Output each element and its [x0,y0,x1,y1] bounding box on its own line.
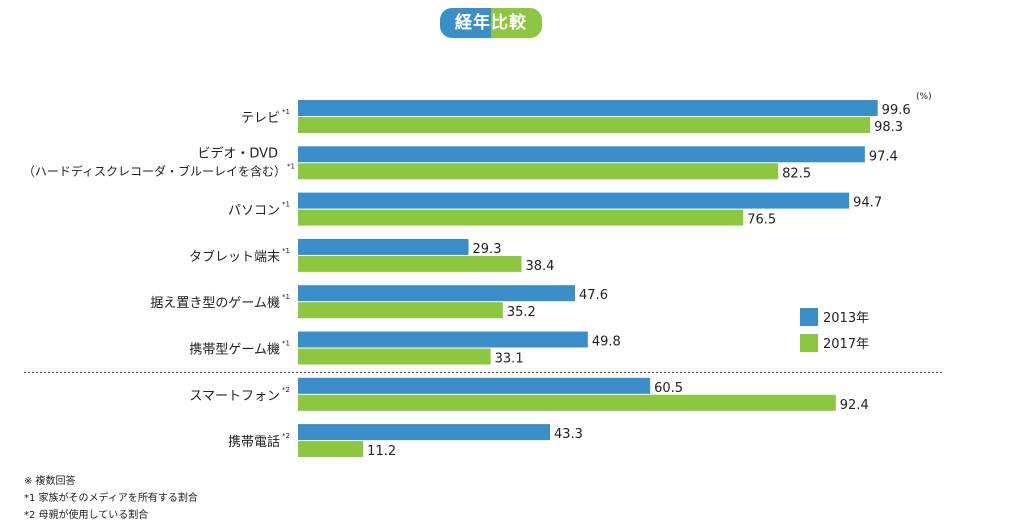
bar-2017年 [298,117,871,133]
bar-2017年 [298,209,744,226]
chart-title-badge: 経年比較 [440,8,542,38]
bar-2017年 [298,302,503,319]
data-label: 60.5 [654,381,683,396]
category-label: 携帯型ゲーム機 [189,342,280,358]
category-footnote-mark: *1 [282,293,290,301]
category-footnote-mark: *2 [282,386,290,394]
bar-2017年 [298,441,364,458]
footnote-1: *1 家族がそのメディアを所有する割合 [24,493,198,504]
data-label: 38.4 [525,259,554,274]
bar-chart: テレビ *1 99.698.3ビデオ・DVD（ハードディスクレコーダ・ブルーレイを含… [23,92,944,459]
bar-2013年 [298,331,588,348]
data-label: 97.4 [869,149,898,164]
data-label: 43.3 [554,427,583,442]
category-footnote-mark: *2 [282,432,290,440]
bar-2017年 [298,348,491,365]
category-label: タブレット端末 [189,249,280,265]
category-label: 据え置き型のゲーム機 [150,296,280,311]
footnote-multiple-answers: ※ 複数回答 [24,476,76,487]
data-label: 98.3 [874,120,903,135]
bar-2013年 [298,424,551,441]
data-label: 35.2 [507,305,536,320]
category-footnote-mark: *1 [282,340,290,348]
category-label: 携帯電話 [228,434,280,450]
category-footnote-mark: *1 [282,247,290,255]
data-label: 94.7 [853,196,882,211]
bar-2013年 [298,100,878,116]
bar-2017年 [298,163,779,180]
legend-label: 2017年 [823,337,869,352]
data-label: 33.1 [495,352,524,367]
data-label: 82.5 [782,166,811,181]
footnotes: ※ 複数回答 *1 家族がそのメディアを所有する割合 *2 母親が使用している割… [24,473,198,524]
bar-2013年 [298,285,576,302]
bar-2013年 [298,238,469,255]
data-label: 76.5 [747,213,776,228]
footnote-2: *2 母親が使用している割合 [24,510,149,521]
category-label: ビデオ・DVD [197,145,278,161]
data-label: 99.6 [882,103,911,118]
data-label: 49.8 [592,335,621,350]
data-label: 11.2 [367,444,396,459]
category-label: テレビ [241,111,280,126]
data-label: 29.3 [473,242,502,257]
bar-2013年 [298,192,850,209]
data-label: 92.4 [840,398,869,413]
legend-swatch [800,334,818,352]
category-label-sub: （ハードディスクレコーダ・ブルーレイを含む） [23,163,286,178]
data-label: 47.6 [579,288,608,303]
category-footnote-mark: *1 [287,162,295,170]
chart-title: 経年比較 [455,13,527,33]
bar-2017年 [298,394,836,411]
bar-2013年 [298,377,651,394]
bar-2017年 [298,255,522,272]
legend-swatch [800,308,818,326]
category-label: パソコン [228,204,280,219]
unit-label: (%) [916,92,932,102]
bar-2013年 [298,146,865,163]
legend-label: 2013年 [823,311,869,326]
category-footnote-mark: *1 [282,201,290,209]
category-label: スマートフォン [189,389,280,404]
category-footnote-mark: *1 [282,108,290,116]
